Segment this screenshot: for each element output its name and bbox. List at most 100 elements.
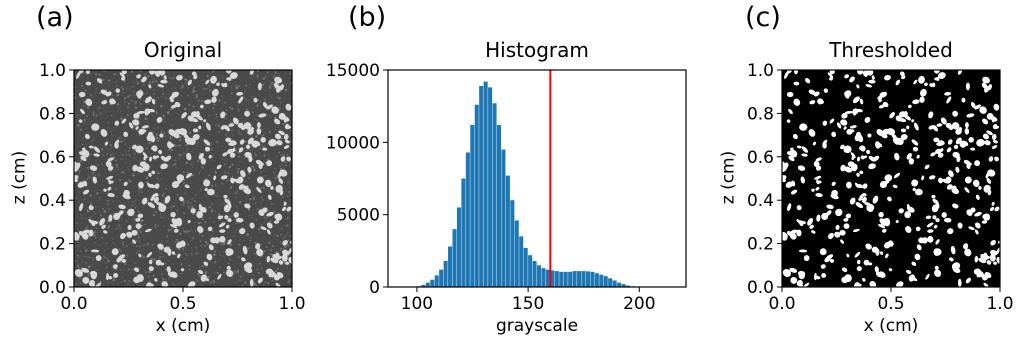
grain bbox=[80, 108, 85, 115]
grain bbox=[126, 231, 133, 238]
noise-speck bbox=[138, 187, 141, 190]
noise-speck bbox=[199, 222, 202, 224]
xlabel-histogram: grayscale bbox=[495, 316, 579, 336]
grain bbox=[74, 231, 80, 239]
noise-speck bbox=[217, 260, 219, 262]
noise-speck bbox=[186, 171, 189, 174]
noise-speck bbox=[213, 253, 216, 256]
noise-speck bbox=[149, 280, 151, 282]
noise-speck bbox=[274, 70, 276, 72]
noise-speck bbox=[225, 109, 228, 111]
grain bbox=[249, 222, 255, 229]
grain bbox=[994, 156, 999, 162]
grain bbox=[822, 139, 828, 146]
grain bbox=[803, 255, 810, 262]
noise-speck bbox=[219, 243, 222, 246]
grain bbox=[797, 270, 806, 277]
noise-speck bbox=[115, 81, 117, 82]
noise-speck bbox=[267, 282, 269, 285]
noise-speck bbox=[151, 153, 153, 155]
noise-speck bbox=[184, 192, 187, 195]
noise-speck bbox=[89, 194, 92, 197]
noise-speck bbox=[111, 237, 114, 240]
noise-speck bbox=[161, 194, 164, 197]
grain bbox=[948, 125, 954, 131]
grain bbox=[239, 139, 245, 145]
noise-speck bbox=[245, 98, 247, 100]
noise-speck bbox=[139, 89, 142, 91]
noise-speck bbox=[235, 149, 237, 152]
grain bbox=[856, 259, 861, 265]
noise-speck bbox=[215, 194, 218, 197]
noise-speck bbox=[176, 209, 179, 212]
noise-speck bbox=[170, 228, 173, 231]
noise-speck bbox=[87, 256, 90, 259]
y-tick-label: 0.2 bbox=[747, 235, 774, 255]
grain bbox=[782, 165, 788, 173]
grain bbox=[911, 139, 919, 146]
grain bbox=[900, 134, 908, 141]
x-tick-label: 0.0 bbox=[60, 294, 87, 314]
noise-speck bbox=[277, 251, 279, 254]
noise-speck bbox=[267, 158, 269, 161]
noise-speck bbox=[213, 70, 215, 72]
noise-speck bbox=[226, 240, 229, 242]
grain bbox=[221, 83, 226, 88]
noise-speck bbox=[216, 141, 218, 144]
grain bbox=[108, 179, 112, 185]
noise-speck bbox=[168, 113, 170, 115]
grain bbox=[271, 106, 279, 114]
noise-speck bbox=[208, 85, 211, 87]
noise-speck bbox=[286, 195, 288, 197]
y-tick-label: 0.6 bbox=[747, 148, 774, 168]
grain bbox=[276, 140, 283, 146]
grain bbox=[964, 127, 970, 135]
grain bbox=[256, 141, 261, 146]
noise-speck bbox=[189, 132, 191, 134]
grain bbox=[171, 91, 180, 98]
noise-speck bbox=[191, 197, 194, 200]
noise-speck bbox=[157, 225, 160, 227]
grain bbox=[938, 72, 946, 79]
noise-speck bbox=[250, 246, 252, 249]
noise-speck bbox=[80, 160, 83, 163]
noise-speck bbox=[127, 106, 129, 109]
noise-speck bbox=[180, 273, 182, 275]
noise-speck bbox=[244, 281, 247, 284]
noise-speck bbox=[246, 233, 249, 236]
noise-speck bbox=[168, 217, 170, 219]
noise-speck bbox=[184, 107, 187, 110]
noise-speck bbox=[194, 230, 197, 232]
noise-speck bbox=[165, 279, 167, 281]
noise-speck bbox=[92, 257, 95, 259]
grain bbox=[80, 155, 87, 162]
grain bbox=[933, 224, 938, 229]
panel-original: 0.0 0.5 1.00.00.20.40.60.81.0 bbox=[39, 61, 306, 314]
x-tick-label: 200 bbox=[623, 294, 655, 314]
noise-speck bbox=[133, 125, 135, 128]
grain bbox=[829, 258, 835, 263]
noise-speck bbox=[239, 279, 241, 281]
noise-speck bbox=[209, 124, 212, 127]
noise-speck bbox=[181, 246, 184, 248]
noise-speck bbox=[290, 82, 292, 84]
grain bbox=[180, 268, 185, 272]
noise-speck bbox=[214, 171, 217, 174]
grain bbox=[951, 122, 960, 130]
noise-speck bbox=[166, 235, 168, 238]
grain bbox=[856, 266, 862, 272]
noise-speck bbox=[191, 205, 193, 207]
grain bbox=[928, 111, 934, 119]
noise-speck bbox=[176, 194, 179, 196]
noise-speck bbox=[185, 144, 187, 146]
grain bbox=[220, 175, 228, 180]
noise-speck bbox=[287, 196, 289, 198]
noise-speck bbox=[289, 72, 292, 75]
noise-speck bbox=[180, 73, 182, 75]
noise-speck bbox=[160, 95, 162, 97]
grain bbox=[988, 156, 994, 162]
noise-speck bbox=[112, 153, 115, 155]
noise-speck bbox=[249, 239, 252, 242]
noise-speck bbox=[114, 159, 117, 162]
noise-speck bbox=[217, 130, 220, 133]
